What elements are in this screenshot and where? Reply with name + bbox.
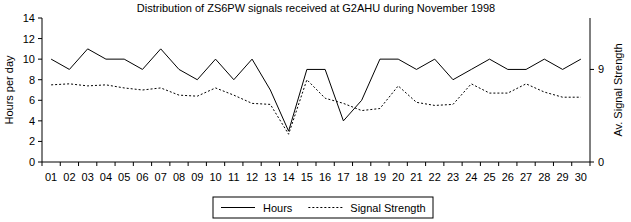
x-tick-label: 23 (447, 171, 459, 183)
title: Distribution of ZS6PW signals received a… (137, 2, 495, 14)
x-tick-label: 08 (173, 171, 185, 183)
y2-axis-label: Av. Signal Strength (612, 43, 624, 136)
y-tick (38, 141, 42, 142)
x-tick (261, 162, 262, 166)
y-tick (38, 59, 42, 60)
x-tick (334, 162, 335, 166)
x-tick (115, 162, 116, 166)
x-tick-label: 20 (392, 171, 404, 183)
x-tick-label: 26 (502, 171, 514, 183)
y2-tick-label: 0 (598, 156, 604, 168)
y-tick-label: 2 (29, 135, 35, 147)
x-tick (425, 162, 426, 166)
y-tick-label: 0 (29, 156, 35, 168)
x-tick-label: 18 (356, 171, 368, 183)
x-tick (571, 162, 572, 166)
x-tick-label: 02 (63, 171, 75, 183)
x-tick-label: 22 (429, 171, 441, 183)
x-tick-label: 01 (45, 171, 57, 183)
y2-axis (590, 18, 591, 162)
y-tick (38, 100, 42, 101)
x-tick (407, 162, 408, 166)
x-tick-label: 06 (136, 171, 148, 183)
y-tick (38, 79, 42, 80)
x-tick (60, 162, 61, 166)
x-tick (78, 162, 79, 166)
x-tick (498, 162, 499, 166)
x-tick-label: 29 (556, 171, 568, 183)
x-tick-label: 25 (483, 171, 495, 183)
x-tick-label: 09 (191, 171, 203, 183)
y-tick (38, 162, 42, 163)
series-line (51, 49, 581, 131)
legend-swatch (308, 207, 342, 208)
x-tick-label: 28 (538, 171, 550, 183)
x-tick (462, 162, 463, 166)
x-tick (96, 162, 97, 166)
chart: Distribution of ZS6PW signals received a… (0, 0, 631, 222)
x-tick (169, 162, 170, 166)
legend-label: Signal Strength (350, 202, 425, 214)
y-tick-label: 10 (23, 53, 35, 65)
y-tick-label: 14 (23, 12, 35, 24)
y-tick (38, 120, 42, 121)
x-tick (133, 162, 134, 166)
x-tick (535, 162, 536, 166)
x-tick (590, 162, 591, 166)
x-tick-label: 13 (264, 171, 276, 183)
x-tick (316, 162, 317, 166)
legend: Hours Signal Strength (213, 197, 433, 218)
x-tick-label: 21 (410, 171, 422, 183)
x-tick (352, 162, 353, 166)
x-tick (279, 162, 280, 166)
x-tick (297, 162, 298, 166)
y-axis (42, 18, 43, 162)
x-tick (480, 162, 481, 166)
x-tick-label: 11 (228, 171, 239, 183)
y-tick-label: 8 (29, 74, 35, 86)
x-tick (224, 162, 225, 166)
y-axis-label: Hours per day (3, 55, 15, 125)
x-tick-label: 30 (575, 171, 587, 183)
x-tick (42, 162, 43, 166)
x-tick-label: 03 (82, 171, 94, 183)
x-tick-label: 15 (301, 171, 313, 183)
x-tick-label: 05 (118, 171, 130, 183)
x-tick-label: 07 (155, 171, 167, 183)
y-tick (38, 38, 42, 39)
legend-swatch (221, 207, 255, 208)
series-line (51, 80, 581, 135)
x-tick-label: 27 (520, 171, 532, 183)
x-tick (242, 162, 243, 166)
x-tick-label: 04 (100, 171, 112, 183)
x-tick (206, 162, 207, 166)
y-tick-label: 4 (29, 115, 35, 127)
x-tick (188, 162, 189, 166)
x-tick (443, 162, 444, 166)
x-tick-label: 19 (374, 171, 386, 183)
plot-area (51, 49, 581, 134)
y-tick (38, 18, 42, 19)
x-tick (516, 162, 517, 166)
legend-label: Hours (263, 202, 293, 214)
x-tick-label: 12 (246, 171, 258, 183)
x-tick (370, 162, 371, 166)
y-tick-label: 12 (23, 33, 35, 45)
x-tick-label: 10 (209, 171, 221, 183)
x-tick-label: 16 (319, 171, 331, 183)
y2-tick-label: 9 (598, 63, 604, 75)
x-tick-label: 17 (337, 171, 349, 183)
x-tick (389, 162, 390, 166)
legend-box (213, 197, 433, 218)
x-tick-label: 14 (282, 171, 294, 183)
y2-tick (590, 69, 594, 70)
x-tick (151, 162, 152, 166)
x-tick-label: 24 (465, 171, 477, 183)
y-tick-label: 6 (29, 94, 35, 106)
x-tick (553, 162, 554, 166)
y2-tick (590, 162, 594, 163)
